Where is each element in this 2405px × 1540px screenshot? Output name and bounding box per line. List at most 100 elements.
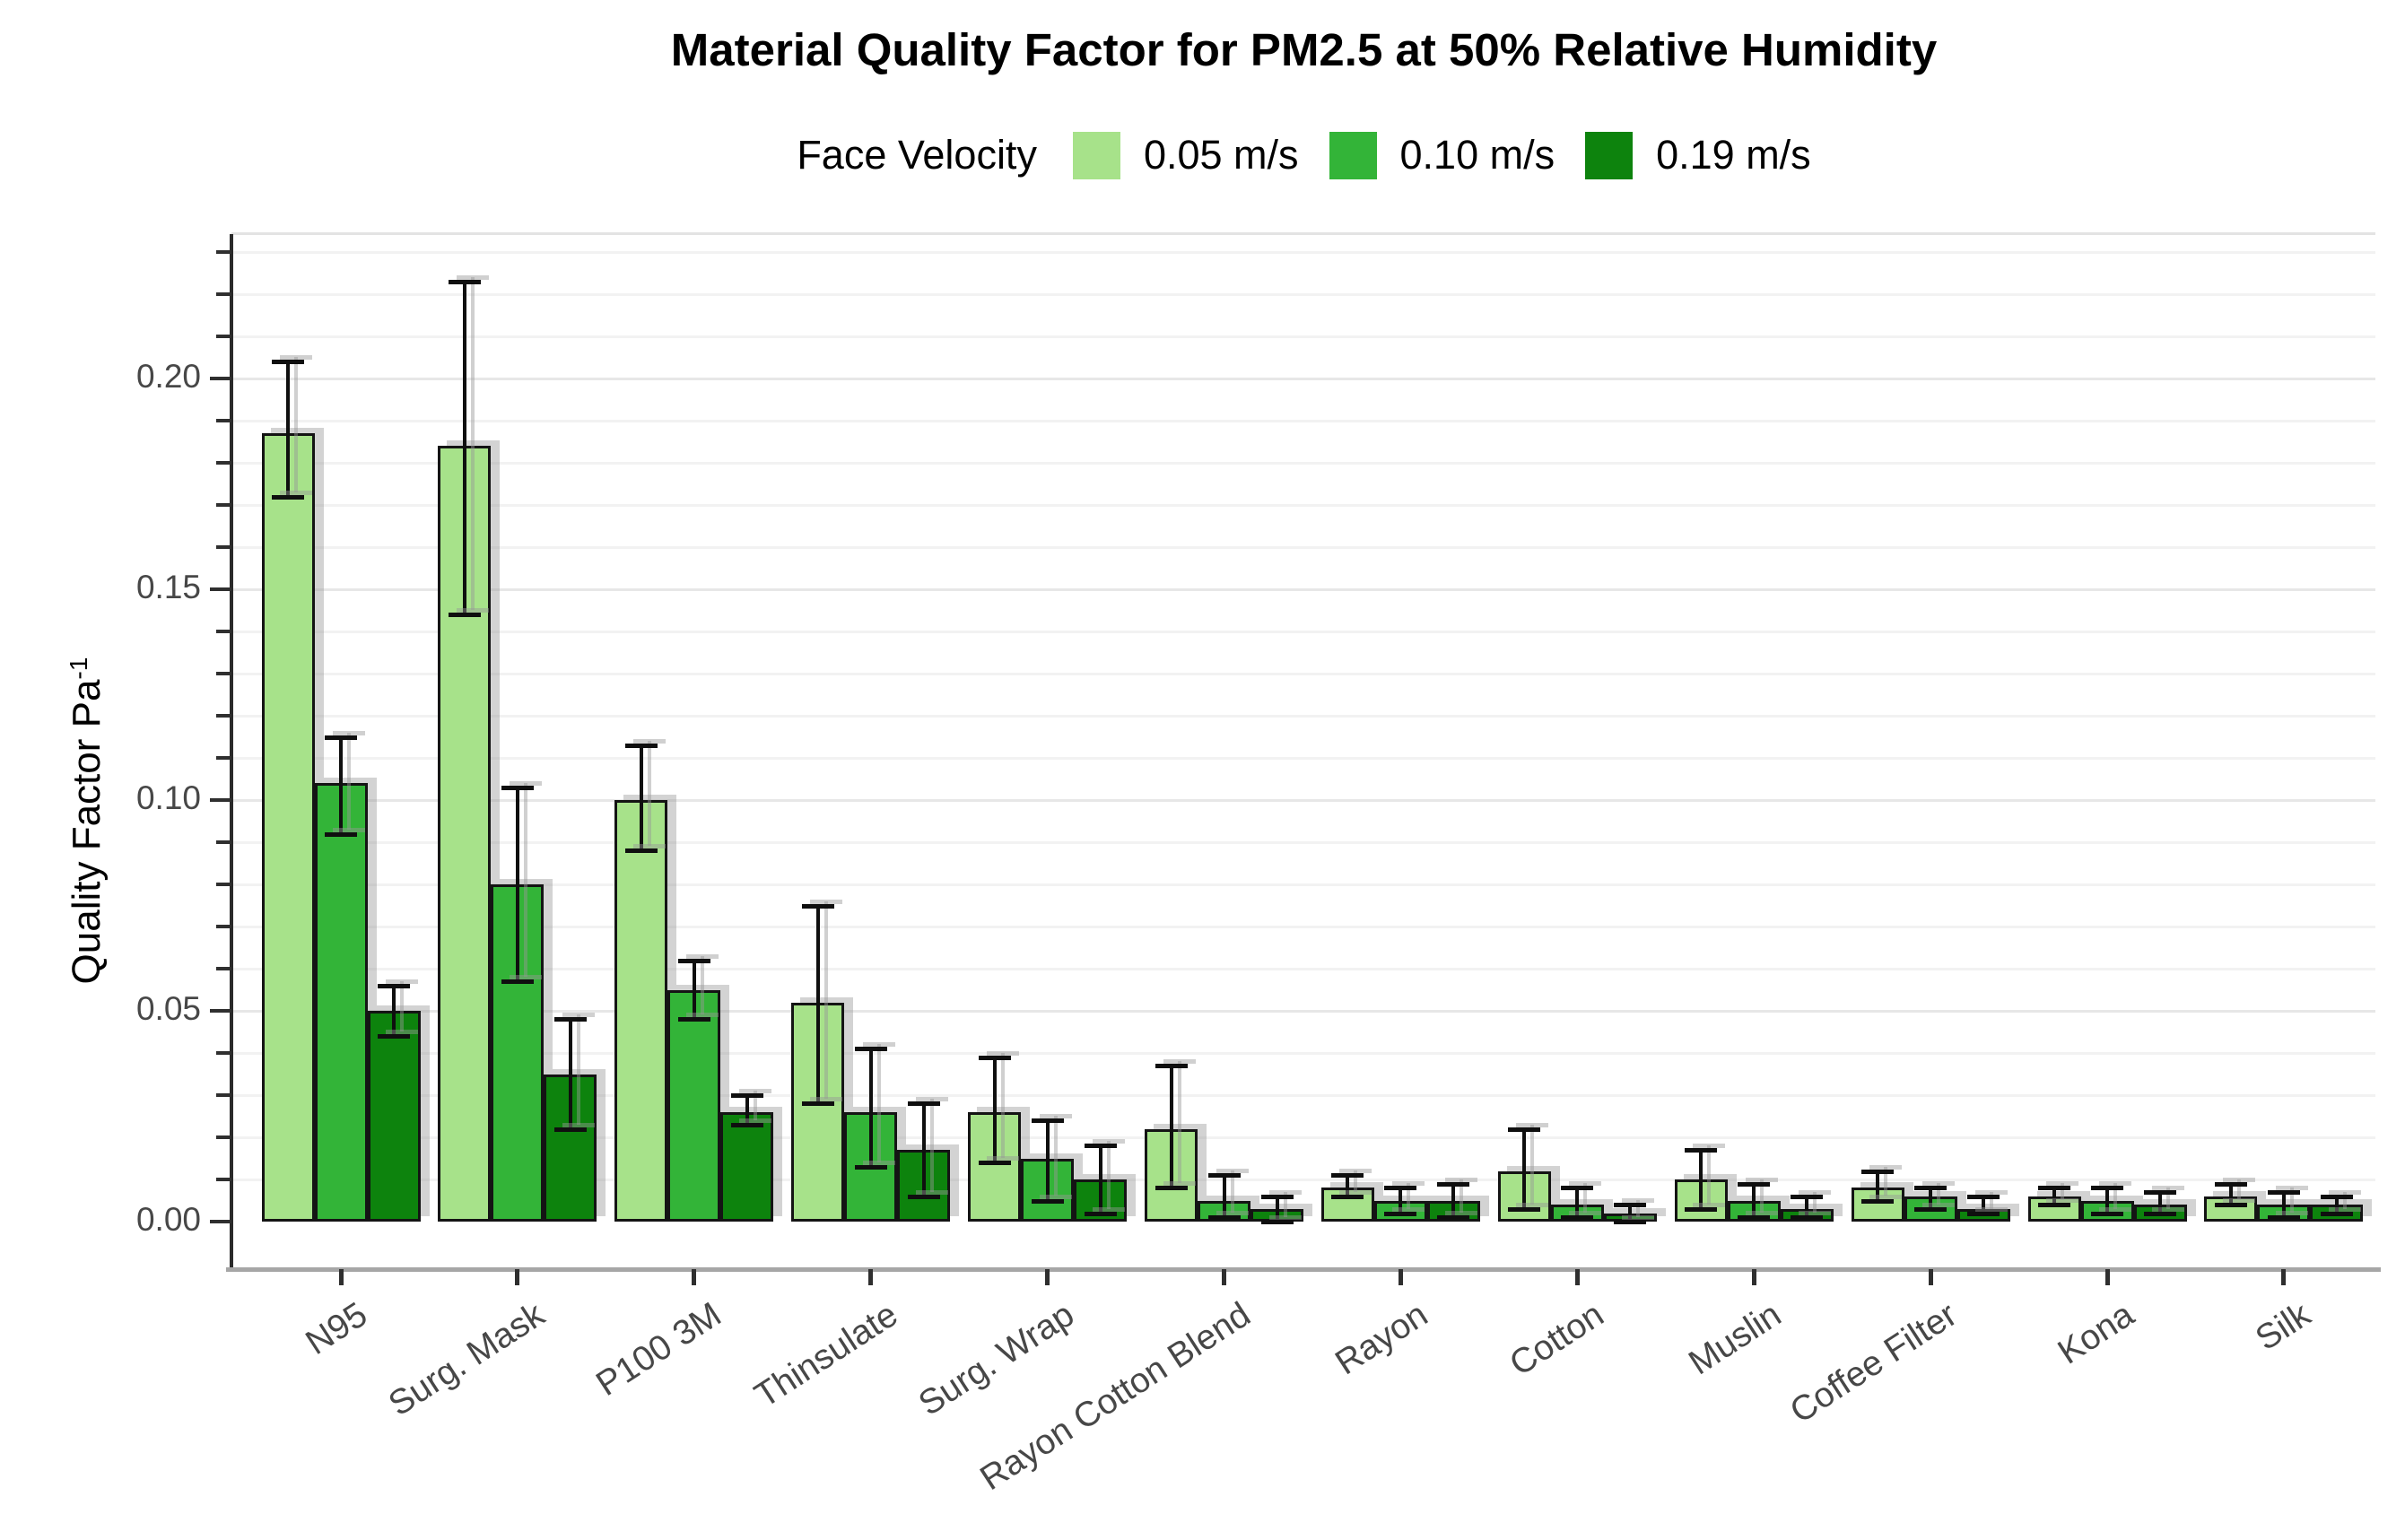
error-bar-line: [1346, 1175, 1350, 1196]
error-bar-cap-bottom: [2091, 1211, 2123, 1216]
x-axis-tick: [1045, 1269, 1050, 1285]
y-axis-tick: [216, 1178, 231, 1181]
gridline-minor: [231, 335, 2375, 338]
x-axis-tick: [1222, 1269, 1226, 1285]
error-bar-line: [1805, 1196, 1809, 1218]
error-bar-cap-bottom: [1614, 1220, 1647, 1224]
gridline-minor: [231, 545, 2375, 549]
error-bar-line: [1222, 1175, 1226, 1218]
legend-item-0.10: 0.10 m/s: [1329, 131, 1555, 179]
y-axis-tick: [216, 335, 231, 338]
error-bar-line: [868, 1048, 873, 1167]
plot-panel: [231, 234, 2375, 1269]
legend-label: 0.05 m/s: [1143, 132, 1299, 178]
y-axis-tick: [216, 967, 231, 970]
y-axis-tick: [216, 714, 231, 718]
error-bar-cap-top: [1685, 1148, 1718, 1153]
error-bar-line: [1275, 1196, 1279, 1222]
x-axis-category-label: Surg. Wrap: [911, 1295, 1082, 1424]
error-bar-cap-bottom: [1738, 1215, 1771, 1221]
error-bar-line: [1575, 1188, 1580, 1218]
error-bar-cap-top: [854, 1047, 887, 1052]
error-bar-cap-top: [272, 360, 304, 365]
gridline-minor: [231, 630, 2375, 633]
error-bar-cap-bottom: [730, 1122, 763, 1127]
gridline-minor: [231, 419, 2375, 422]
y-axis-tick: [216, 840, 231, 844]
y-axis-tick: [216, 1135, 231, 1139]
x-axis-tick: [515, 1269, 520, 1285]
error-bar-cap-top: [1207, 1173, 1241, 1179]
legend-label: 0.10 m/s: [1399, 132, 1555, 178]
error-bar-line: [1876, 1170, 1880, 1201]
error-bar-cap-bottom: [907, 1194, 940, 1199]
error-bar-cap-top: [1738, 1181, 1771, 1187]
error-bar-cap-top: [378, 983, 410, 988]
error-bar-cap-top: [2144, 1190, 2176, 1196]
gridline-minor: [231, 883, 2375, 886]
gridline-minor: [231, 292, 2375, 296]
error-bar-cap-top: [2038, 1186, 2070, 1191]
error-bar-cap-top: [325, 735, 357, 740]
gridline-major: [231, 377, 2375, 380]
error-bar-cap-top: [1331, 1173, 1364, 1179]
error-bar-cap-top: [1155, 1064, 1188, 1069]
error-bar-cap-bottom: [1084, 1211, 1117, 1216]
error-bar-cap-top: [1260, 1194, 1294, 1199]
error-bar-line: [1399, 1188, 1403, 1214]
x-axis-tick: [1398, 1269, 1403, 1285]
error-bar-cap-top: [907, 1101, 940, 1107]
x-axis-category-label: Cotton: [1503, 1295, 1611, 1384]
legend-swatch-mid-green: [1329, 131, 1377, 179]
y-axis-tick-label: 0.10: [135, 779, 201, 816]
error-bar-cap-bottom: [448, 613, 481, 618]
legend-item-0.19: 0.19 m/s: [1585, 131, 1811, 179]
y-axis-tick: [216, 756, 231, 760]
gridline-minor: [231, 714, 2375, 718]
error-bar-cap-bottom: [1331, 1194, 1364, 1199]
error-bar-cap-bottom: [1561, 1215, 1594, 1221]
error-bar-line: [1628, 1205, 1633, 1222]
y-axis-spine: [230, 234, 233, 1272]
error-bar-line: [2281, 1192, 2286, 1218]
error-bar-cap-top: [1914, 1186, 1948, 1191]
error-bar-line: [1045, 1120, 1050, 1201]
error-bar-line: [992, 1057, 997, 1163]
error-bar-cap-top: [2320, 1194, 2353, 1199]
gridline-minor: [231, 756, 2375, 760]
error-bar-cap-bottom: [854, 1164, 887, 1170]
x-axis-category-label: Thinsulate: [747, 1295, 905, 1416]
error-bar-line: [815, 905, 820, 1104]
y-axis-tick-label: 0.05: [135, 990, 201, 1027]
legend-title: Face Velocity: [797, 132, 1037, 178]
x-axis-category-label: Muslin: [1681, 1295, 1788, 1383]
x-axis-category-label: N95: [299, 1295, 375, 1363]
y-axis-tick-label: 0.00: [135, 1201, 201, 1238]
y-axis-tick: [216, 672, 231, 675]
error-bar-line: [515, 787, 519, 982]
error-bar-cap-top: [501, 785, 534, 790]
x-axis-tick: [692, 1269, 697, 1285]
error-bar-cap-bottom: [2320, 1211, 2353, 1216]
error-bar-line: [1752, 1183, 1756, 1218]
bar: [367, 1011, 421, 1222]
error-bar-line: [1098, 1145, 1102, 1214]
error-bar-line: [462, 281, 466, 615]
x-axis-tick: [868, 1269, 874, 1285]
bar: [791, 1002, 845, 1222]
y-axis-tick: [210, 377, 231, 380]
x-axis-tick: [1928, 1269, 1933, 1285]
x-axis-category-label: Silk: [2249, 1295, 2318, 1359]
error-bar-cap-bottom: [1914, 1206, 1948, 1212]
gridline-minor: [231, 1093, 2375, 1097]
error-bar-line: [1929, 1188, 1933, 1209]
error-bar-line: [2228, 1183, 2233, 1205]
y-axis-tick: [216, 292, 231, 296]
bar: [314, 783, 368, 1222]
error-bar-cap-top: [1384, 1186, 1417, 1191]
y-axis-tick: [210, 1220, 231, 1223]
error-bar-line: [339, 736, 343, 834]
bar: [614, 800, 668, 1222]
error-bar-cap-top: [1861, 1169, 1895, 1174]
